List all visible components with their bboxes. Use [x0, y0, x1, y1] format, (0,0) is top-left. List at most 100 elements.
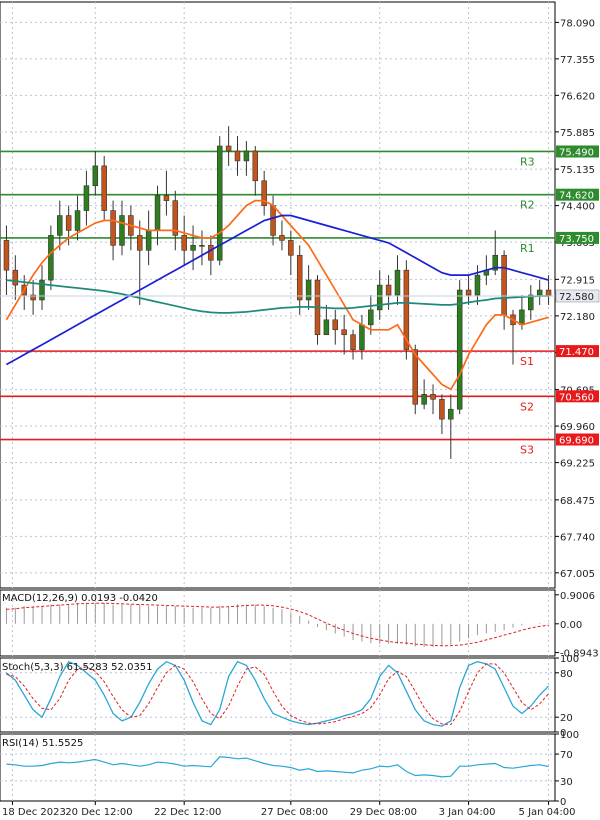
level-price-label-r3: 75.490 — [559, 147, 594, 158]
indicator-tick-label: 0.9006 — [560, 591, 595, 602]
candle-body — [341, 329, 347, 336]
price-tick-label: 69.225 — [560, 459, 595, 470]
x-tick-label: 3 Jan 04:00 — [439, 807, 496, 818]
indicator-tick-label: 100 — [560, 654, 579, 665]
candle-body — [172, 200, 179, 236]
stoch-signal-line — [6, 663, 549, 726]
candle-body — [270, 205, 276, 236]
rsi-title: RSI(14) 51.5525 — [2, 738, 83, 749]
candle-body — [421, 394, 427, 405]
macd-panel: 0.9006 0.00 -0.8943 — [5, 591, 599, 660]
level-price-label-s2: 70.560 — [559, 392, 594, 403]
moving-average-line-1 — [5, 199, 549, 391]
indicator-tick-label: 20 — [560, 713, 573, 724]
x-tick-label: 20 Dec 12:00 — [65, 807, 132, 818]
candle-body — [296, 254, 303, 301]
candle-body — [101, 165, 107, 211]
indicator-tick-label: 0 — [560, 728, 566, 739]
candle-body — [83, 185, 90, 211]
candle-body — [448, 408, 454, 420]
x-tick-label: 29 Dec 08:00 — [350, 807, 417, 818]
candle-body — [412, 349, 418, 405]
level-name-s3: S3 — [520, 444, 534, 457]
candle-body — [110, 210, 116, 246]
level-price-box — [556, 345, 599, 358]
macd-title: MACD(12,26,9) 0.0193 -0.0420 — [2, 593, 158, 604]
stoch-frame — [0, 657, 556, 733]
stoch-panel: 100 80 20 0 — [0, 654, 579, 739]
moving-average-line-2 — [5, 214, 549, 366]
candle-body — [394, 269, 401, 296]
rsi-line — [6, 756, 549, 778]
candle-body — [199, 245, 205, 247]
candle-body — [57, 215, 63, 236]
candle-body — [430, 394, 436, 400]
price-tick-label: 75.885 — [560, 128, 595, 139]
candle-body — [74, 210, 81, 231]
panel-frames — [0, 1, 556, 802]
level-price-box — [556, 145, 599, 158]
candle-body — [305, 279, 312, 301]
level-name-r3: R3 — [520, 155, 535, 168]
indicator-tick-label: 0.00 — [560, 620, 582, 631]
candle-body — [225, 145, 232, 152]
rsi-panel: 100 70 30 0 — [0, 730, 579, 808]
candle-body — [368, 309, 374, 326]
candle-body — [216, 145, 223, 261]
stoch-main-line — [5, 660, 550, 727]
rsi-frame — [0, 733, 556, 802]
candle-body — [279, 235, 285, 241]
candle-body — [403, 269, 410, 350]
level-name-r2: R2 — [520, 199, 535, 212]
level-name-s2: S2 — [520, 400, 534, 413]
candle-body — [3, 240, 10, 271]
x-tick-label: 22 Dec 12:00 — [154, 807, 221, 818]
macd-signal-line — [6, 602, 549, 647]
price-tick-label: 72.180 — [560, 312, 595, 323]
moving-average-line-3 — [6, 279, 549, 314]
candle-body — [519, 309, 525, 326]
price-tick-label: 76.620 — [560, 91, 595, 102]
level-price-box — [556, 433, 599, 446]
price-tick-label: 75.135 — [560, 165, 595, 176]
x-tick-label: 5 Jan 04:00 — [519, 807, 576, 818]
level-price-label-r1: 73.750 — [559, 234, 594, 245]
candle-body — [376, 284, 383, 311]
price-tick-label: 67.005 — [560, 569, 595, 580]
candle-body — [137, 235, 143, 251]
level-name-s1: S1 — [520, 355, 534, 368]
candle-body — [48, 235, 54, 281]
level-price-label-s1: 71.470 — [559, 347, 594, 358]
candle-body — [465, 289, 472, 296]
candle-body — [145, 230, 152, 251]
x-tick-label: 27 Dec 08:00 — [261, 807, 328, 818]
price-tick-label: 78.090 — [560, 18, 595, 29]
level-price-box — [556, 188, 599, 201]
candle-body — [92, 165, 99, 187]
level-price-box — [556, 390, 599, 403]
candle-body — [243, 150, 250, 162]
candle-body — [501, 254, 507, 316]
candle-body — [12, 269, 19, 286]
candle-body — [252, 150, 259, 182]
candle-body — [359, 324, 365, 350]
candle-body — [528, 294, 534, 311]
macd-frame — [0, 589, 556, 657]
candle-body — [39, 279, 45, 301]
candle-body — [492, 254, 498, 271]
candle-body — [208, 245, 214, 261]
price-tick-label: 77.355 — [560, 55, 595, 66]
price-tick-label: 74.400 — [560, 202, 595, 213]
candle-body — [261, 180, 267, 206]
candle-body — [474, 274, 481, 296]
candle-body — [350, 334, 356, 350]
candle-body — [30, 294, 36, 301]
indicator-tick-label: 100 — [560, 730, 579, 741]
candle-body — [163, 195, 170, 201]
candle-body — [181, 235, 187, 251]
candle-body — [439, 398, 445, 420]
candle-body — [332, 319, 339, 331]
price-tick-label: 69.960 — [560, 422, 595, 433]
